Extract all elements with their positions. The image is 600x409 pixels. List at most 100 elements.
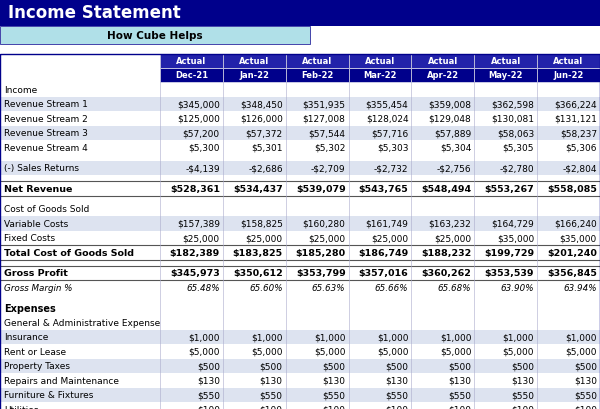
Text: $5,000: $5,000	[440, 347, 471, 356]
Text: $500: $500	[323, 362, 346, 370]
Bar	[0, 280, 600, 295]
Bar	[0, 112, 600, 126]
Text: $348,450: $348,450	[240, 100, 283, 109]
Text: $158,825: $158,825	[240, 219, 283, 228]
Text: Expenses: Expenses	[4, 303, 56, 313]
Bar	[0, 301, 600, 315]
Bar	[286, 55, 349, 69]
Text: $550: $550	[197, 390, 220, 399]
Text: $5,000: $5,000	[188, 347, 220, 356]
Text: $500: $500	[260, 362, 283, 370]
Text: $5,000: $5,000	[503, 347, 534, 356]
Text: $528,361: $528,361	[170, 184, 220, 193]
Text: -$2,732: -$2,732	[374, 164, 409, 173]
Bar	[0, 388, 600, 402]
Bar	[537, 55, 600, 69]
Bar	[0, 161, 600, 175]
Text: Actual: Actual	[553, 57, 584, 66]
Bar	[0, 216, 600, 231]
Text: 65.66%: 65.66%	[375, 283, 409, 292]
Text: $166,240: $166,240	[554, 219, 597, 228]
Text: $353,539: $353,539	[485, 269, 534, 278]
Text: -$2,709: -$2,709	[311, 164, 346, 173]
Text: $130: $130	[323, 376, 346, 385]
Text: Insurance: Insurance	[4, 333, 49, 342]
Text: $357,016: $357,016	[359, 269, 409, 278]
Text: Cost of Goods Sold: Cost of Goods Sold	[4, 205, 89, 214]
Bar	[0, 83, 600, 97]
Text: Net Revenue: Net Revenue	[4, 184, 73, 193]
Bar	[0, 266, 600, 280]
Text: $100: $100	[574, 405, 597, 409]
Text: (-) Sales Returns: (-) Sales Returns	[4, 164, 79, 173]
Bar	[0, 359, 600, 373]
Text: $186,749: $186,749	[358, 248, 409, 257]
Bar	[0, 55, 600, 409]
Text: -$2,804: -$2,804	[563, 164, 597, 173]
Bar	[0, 141, 600, 155]
Text: $1,000: $1,000	[251, 333, 283, 342]
Text: $5,301: $5,301	[251, 144, 283, 153]
Text: $550: $550	[448, 390, 471, 399]
Text: Rent or Lease: Rent or Lease	[4, 347, 66, 356]
Text: Property Taxes: Property Taxes	[4, 362, 70, 370]
Text: $35,000: $35,000	[497, 234, 534, 243]
Bar	[0, 330, 600, 344]
Text: $550: $550	[574, 390, 597, 399]
Text: $100: $100	[197, 405, 220, 409]
Text: $35,000: $35,000	[560, 234, 597, 243]
Text: $353,799: $353,799	[296, 269, 346, 278]
Text: Revenue Stream 2: Revenue Stream 2	[4, 115, 88, 124]
Text: $539,079: $539,079	[296, 184, 346, 193]
Bar	[0, 245, 600, 260]
Bar	[0, 315, 600, 330]
Text: $500: $500	[574, 362, 597, 370]
Text: Income Statement: Income Statement	[8, 4, 181, 22]
Text: Fixed Costs: Fixed Costs	[4, 234, 55, 243]
Text: $100: $100	[260, 405, 283, 409]
Text: $57,200: $57,200	[183, 129, 220, 138]
Text: $500: $500	[511, 362, 534, 370]
Text: $5,000: $5,000	[566, 347, 597, 356]
Text: Furniture & Fixtures: Furniture & Fixtures	[4, 390, 94, 399]
Text: $163,232: $163,232	[428, 219, 471, 228]
Text: $157,389: $157,389	[177, 219, 220, 228]
Text: $127,008: $127,008	[302, 115, 346, 124]
Text: $5,000: $5,000	[251, 347, 283, 356]
Text: -$2,780: -$2,780	[500, 164, 534, 173]
Text: $5,305: $5,305	[503, 144, 534, 153]
Text: $161,749: $161,749	[365, 219, 409, 228]
Text: $126,000: $126,000	[240, 115, 283, 124]
Text: $128,024: $128,024	[366, 115, 409, 124]
Text: Actual: Actual	[176, 57, 206, 66]
Bar	[474, 55, 537, 69]
Text: $550: $550	[385, 390, 409, 399]
Bar	[223, 55, 286, 69]
Text: $543,765: $543,765	[359, 184, 409, 193]
Text: Actual: Actual	[302, 57, 332, 66]
Text: $100: $100	[323, 405, 346, 409]
Text: -$2,686: -$2,686	[248, 164, 283, 173]
Text: Gross Margin %: Gross Margin %	[4, 283, 73, 292]
Text: -$2,756: -$2,756	[437, 164, 471, 173]
Text: $500: $500	[448, 362, 471, 370]
Text: $360,262: $360,262	[421, 269, 471, 278]
Text: $500: $500	[385, 362, 409, 370]
Text: $188,232: $188,232	[421, 248, 471, 257]
Text: $548,494: $548,494	[421, 184, 471, 193]
Text: $362,598: $362,598	[491, 100, 534, 109]
Bar	[0, 373, 600, 388]
Text: Apr-22: Apr-22	[427, 71, 459, 80]
Text: Jan-22: Jan-22	[239, 71, 269, 80]
Text: $1,000: $1,000	[566, 333, 597, 342]
Text: 65.60%: 65.60%	[249, 283, 283, 292]
Text: $182,389: $182,389	[170, 248, 220, 257]
Text: $25,000: $25,000	[183, 234, 220, 243]
Text: $1,000: $1,000	[503, 333, 534, 342]
Bar	[349, 69, 412, 83]
Text: $550: $550	[323, 390, 346, 399]
Text: $25,000: $25,000	[245, 234, 283, 243]
Text: $5,000: $5,000	[377, 347, 409, 356]
Text: $58,063: $58,063	[497, 129, 534, 138]
Text: $5,000: $5,000	[314, 347, 346, 356]
